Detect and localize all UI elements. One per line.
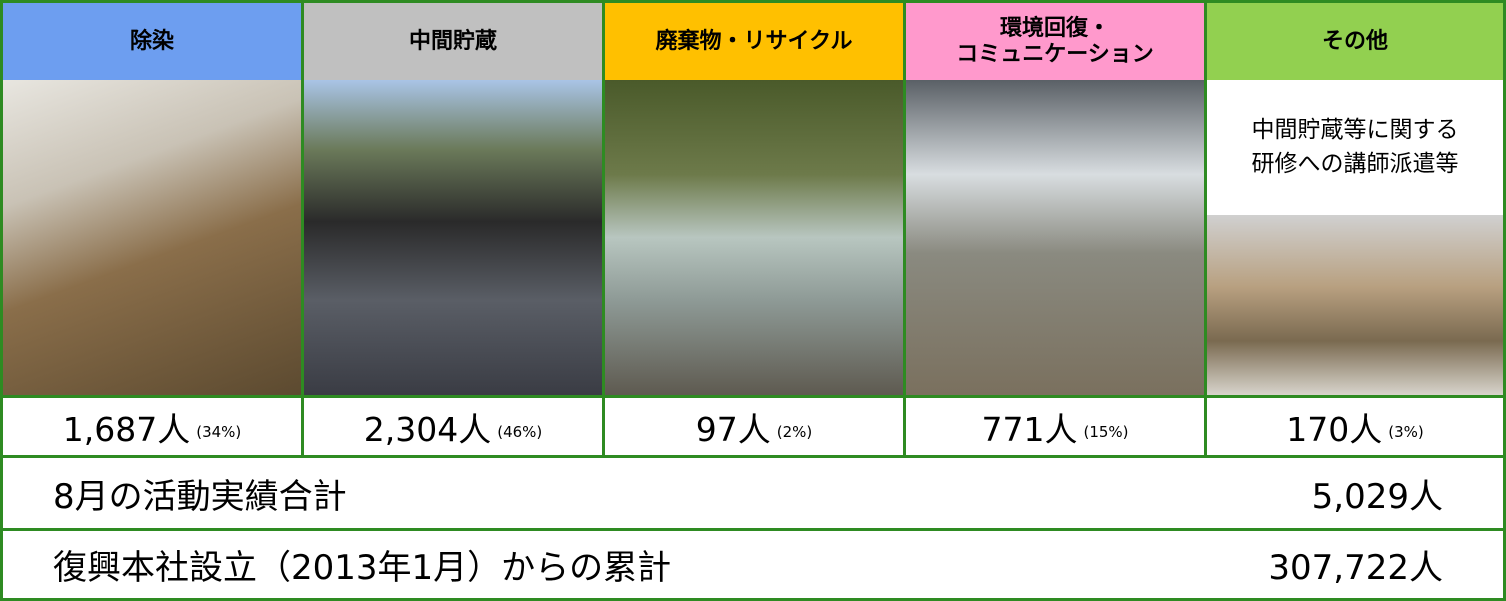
count: 97人 [696,403,771,451]
count: 2,304人 [364,403,491,451]
column-header: 廃棄物・リサイクル [605,3,903,80]
column-header: 中間貯蔵 [304,3,602,80]
share: (2%) [777,423,813,441]
total-row: 復興本社設立（2013年1月）からの累計 307,722人 [3,531,1503,598]
photo [605,80,903,395]
column: 中間貯蔵 2,304人 (46%) [304,3,602,455]
column: その他 中間貯蔵等に関する 研修への講師派遣等 170人 (3%) [1207,3,1503,455]
count-cell: 97人 (2%) [605,395,903,455]
column: 廃棄物・リサイクル 97人 (2%) [605,3,903,455]
share: (3%) [1388,423,1424,441]
page: 除染 1,687人 (34%) 中間貯蔵 2,304人 (46%) 廃棄物・リサイク… [0,0,1506,601]
photo [3,80,301,395]
photo [304,80,602,395]
total-value: 5,029人 [1312,469,1443,518]
column-header: 除染 [3,3,301,80]
column: 環境回復・ コミュニケーション 771人 (15%) [906,3,1204,455]
total-label: 8月の活動実績合計 [53,469,347,518]
column-header: 環境回復・ コミュニケーション [906,3,1204,80]
count-cell: 2,304人 (46%) [304,395,602,455]
column-header: その他 [1207,3,1503,80]
count-cell: 1,687人 (34%) [3,395,301,455]
column: 除染 1,687人 (34%) [3,3,301,455]
share: (15%) [1083,423,1128,441]
count-cell: 771人 (15%) [906,395,1204,455]
share: (46%) [497,423,542,441]
count: 771人 [981,403,1077,451]
count: 170人 [1286,403,1382,451]
share: (34%) [196,423,241,441]
total-label: 復興本社設立（2013年1月）からの累計 [53,540,671,589]
photo [1207,215,1503,395]
count: 1,687人 [63,403,190,451]
photo [906,80,1204,395]
total-row: 8月の活動実績合計 5,029人 [3,458,1503,528]
summary-table: 除染 1,687人 (34%) 中間貯蔵 2,304人 (46%) 廃棄物・リサイク… [0,0,1506,601]
total-value: 307,722人 [1268,540,1443,589]
count-cell: 170人 (3%) [1207,395,1503,455]
note: 中間貯蔵等に関する 研修への講師派遣等 [1207,80,1503,215]
